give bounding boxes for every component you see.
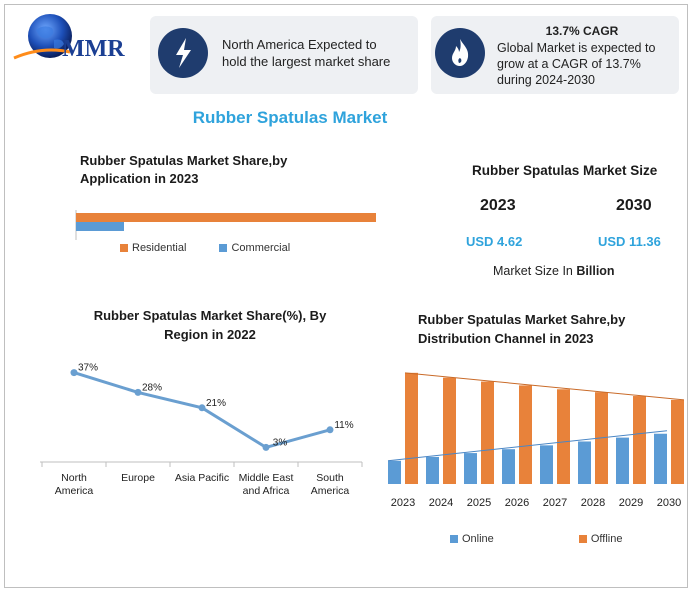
legend-swatch-offline — [578, 535, 587, 544]
legend-swatch-online — [450, 535, 458, 544]
chart-title-application: Rubber Spatulas Market Share,by Applicat… — [80, 153, 288, 186]
legend-label-offline: Offline — [590, 533, 623, 545]
page-frame — [4, 4, 688, 588]
region-data-label: 11% — [334, 420, 353, 431]
market-size-note-prefix: Market Size In — [493, 264, 577, 278]
chart-title-region: Rubber Spatulas Market Share(%), By Regi… — [93, 308, 327, 342]
bar-offline — [481, 381, 494, 484]
region-tick-label: America — [55, 485, 94, 497]
region-point — [134, 388, 142, 396]
region-tick-label: Asia Pacific — [175, 472, 229, 484]
bar-online — [426, 456, 439, 484]
logo: MMR — [12, 12, 142, 64]
logo-swoosh — [13, 48, 71, 60]
legend-label-commercial: Commercial — [231, 242, 291, 254]
region-point — [70, 369, 78, 377]
card-text: Global Market is expected to grow at a C… — [497, 41, 656, 87]
bar-online — [654, 433, 667, 484]
info-card-north-america: North America Expected to hold the large… — [150, 16, 418, 94]
market-size-note: Market Size In Billion — [493, 264, 615, 278]
logo-text: MMR — [62, 36, 125, 62]
region-tick-label: Middle East — [239, 472, 294, 484]
bar-offline — [557, 389, 570, 484]
region-tick-label: North — [61, 472, 87, 484]
legend-label-online: Online — [462, 533, 494, 545]
distribution-tick-label: 2026 — [505, 497, 529, 509]
region-data-label: 3% — [273, 437, 288, 448]
legend-swatch-commercial — [219, 244, 228, 253]
market-size-value-2023: USD 4.62 — [466, 234, 523, 249]
distribution-tick-label: 2023 — [391, 497, 415, 509]
bar-offline — [633, 396, 646, 484]
market-size-value-2030: USD 11.36 — [598, 234, 661, 249]
market-size-note-unit: Billion — [576, 264, 615, 278]
distribution-tick-label: 2025 — [467, 497, 491, 509]
distribution-tick-label: 2029 — [619, 497, 643, 509]
legend-distribution: Online Offline — [450, 533, 622, 545]
bar-online — [540, 445, 553, 484]
region-data-label: 28% — [142, 382, 162, 393]
region-point — [326, 426, 334, 434]
legend-application: Residential Commercial — [120, 242, 290, 254]
distribution-tick-label: 2028 — [581, 497, 605, 509]
card-heading: 13.7% CAGR — [545, 24, 619, 38]
page-title: Rubber Spatulas Market — [192, 108, 388, 127]
market-size-title: Rubber Spatulas Market Size — [472, 163, 658, 178]
bar-offline — [671, 399, 684, 484]
online-trendline — [387, 430, 668, 462]
region-tick-label: Europe — [121, 472, 155, 484]
region-data-label: 21% — [206, 398, 226, 409]
market-size-year-2023: 2023 — [480, 197, 516, 214]
offline-trendline — [404, 372, 685, 401]
bar-online — [502, 449, 515, 484]
distribution-tick-label: 2024 — [429, 497, 453, 509]
bar-offline — [519, 385, 532, 484]
bar-offline — [405, 372, 418, 484]
chart-title-distribution: Rubber Spatulas Market Sahre,by Distribu… — [418, 312, 626, 346]
bar-offline — [443, 377, 456, 484]
market-size-year-2030: 2030 — [616, 197, 652, 214]
distribution-tick-label: 2030 — [657, 497, 681, 509]
bar-online — [616, 437, 629, 484]
globe-icon — [28, 14, 72, 58]
region-data-label: 37% — [78, 363, 98, 374]
region-point — [262, 443, 270, 451]
region-tick-label: South — [316, 472, 344, 484]
distribution-tick-label: 2027 — [543, 497, 567, 509]
bar-online — [464, 453, 477, 484]
legend-swatch-residential — [120, 244, 128, 253]
region-point — [198, 404, 206, 412]
legend-label-residential: Residential — [132, 242, 187, 254]
bar-online — [578, 441, 591, 484]
region-tick-label: America — [311, 485, 350, 497]
lightning-icon — [158, 28, 208, 78]
region-tick-label: and Africa — [243, 485, 290, 497]
bar-residential — [76, 213, 376, 222]
info-card-cagr: 13.7% CAGR Global Market is expected to … — [431, 16, 679, 94]
card-text: North America Expected to hold the large… — [222, 37, 391, 69]
fire-icon — [435, 28, 485, 78]
bar-commercial — [76, 222, 124, 231]
bar-online — [388, 460, 401, 484]
distribution-bar-chart: 2023 2024 2025 2026 2027 2028 2029 2030 — [387, 372, 685, 509]
application-bar-chart — [75, 210, 376, 240]
